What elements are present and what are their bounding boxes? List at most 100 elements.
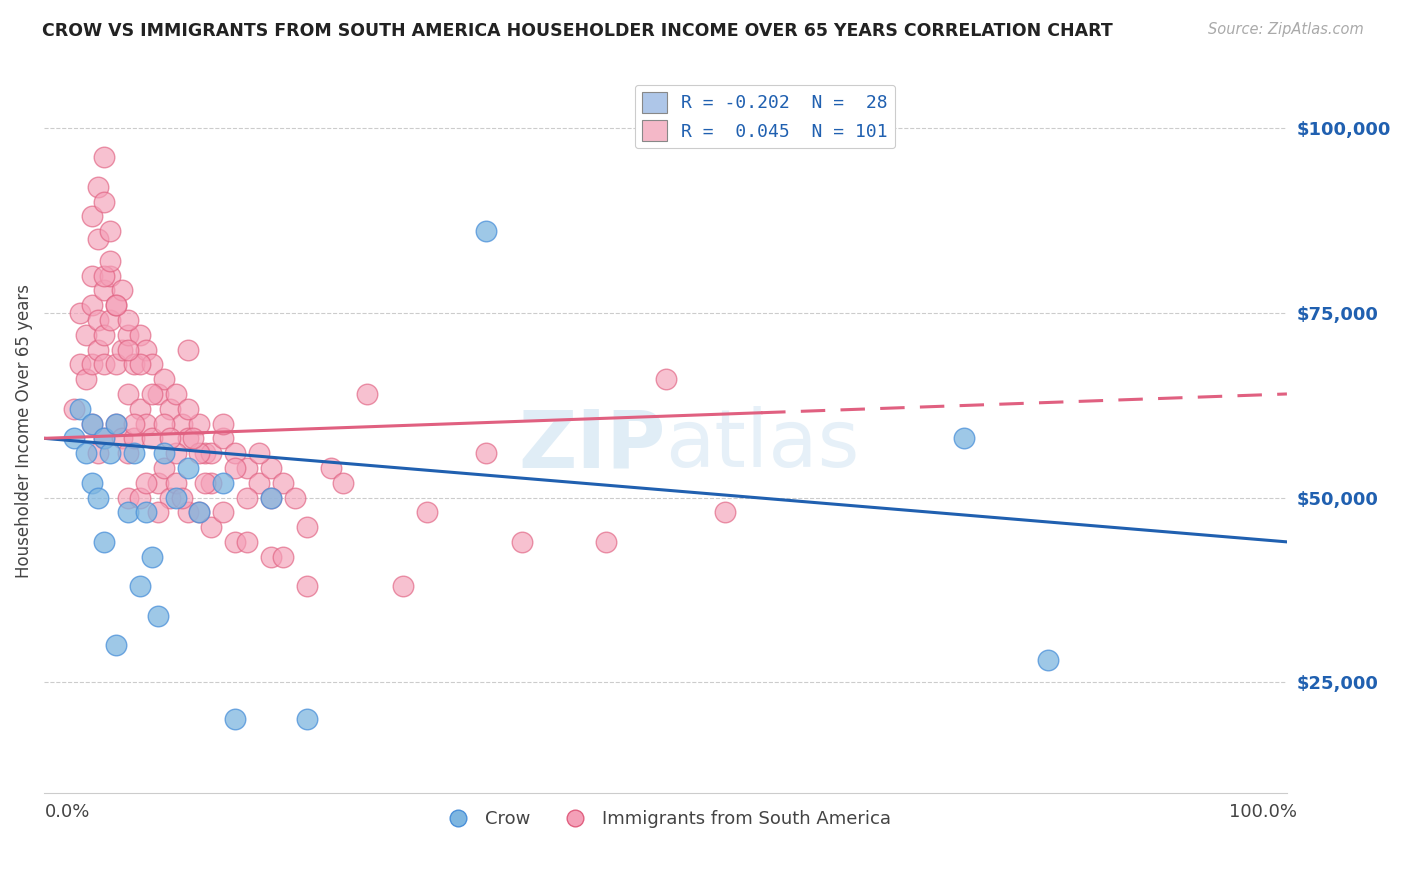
Point [128,491,150,505]
Point [146,505,169,519]
Point [80,475,103,490]
Point [159,431,181,445]
Point [93,150,115,164]
Point [93,431,115,445]
Point [271,475,294,490]
Point [117,505,139,519]
Y-axis label: Householder Income Over 65 years: Householder Income Over 65 years [15,284,32,578]
Point [117,446,139,460]
Point [80,357,103,371]
Text: CROW VS IMMIGRANTS FROM SOUTH AMERICA HOUSEHOLDER INCOME OVER 65 YEARS CORRELATI: CROW VS IMMIGRANTS FROM SOUTH AMERICA HO… [42,22,1114,40]
Legend: Crow, Immigrants from South America: Crow, Immigrants from South America [433,803,898,835]
Point [141,387,163,401]
Point [152,461,174,475]
Point [98,313,121,327]
Point [271,549,294,564]
Point [475,446,498,460]
Point [141,549,163,564]
Point [117,491,139,505]
Point [87,343,110,357]
Point [356,387,378,401]
Text: atlas: atlas [665,407,860,484]
Point [165,491,187,505]
Point [80,417,103,431]
Point [183,431,205,445]
Point [63,431,86,445]
Point [188,446,211,460]
Point [80,268,103,283]
Point [135,475,157,490]
Point [141,357,163,371]
Point [176,505,198,519]
Point [128,401,150,416]
Point [194,475,217,490]
Point [152,446,174,460]
Point [63,401,86,416]
Point [170,491,193,505]
Point [953,431,976,445]
Point [104,357,127,371]
Point [176,431,198,445]
Point [87,446,110,460]
Point [122,431,145,445]
Point [391,579,413,593]
Point [87,491,110,505]
Point [176,401,198,416]
Text: Source: ZipAtlas.com: Source: ZipAtlas.com [1208,22,1364,37]
Point [188,505,211,519]
Point [128,357,150,371]
Point [415,505,437,519]
Point [111,343,134,357]
Point [87,232,110,246]
Point [104,639,127,653]
Point [224,712,246,726]
Point [159,491,181,505]
Point [69,305,91,319]
Point [295,520,318,534]
Point [87,179,110,194]
Point [117,327,139,342]
Point [260,461,283,475]
Point [165,446,187,460]
Point [93,268,115,283]
Point [111,431,134,445]
Point [93,194,115,209]
Point [170,417,193,431]
Point [87,313,110,327]
Point [80,210,103,224]
Point [141,431,163,445]
Point [176,343,198,357]
Point [93,534,115,549]
Point [714,505,737,519]
Point [319,461,342,475]
Point [135,343,157,357]
Point [69,401,91,416]
Point [510,534,533,549]
Point [224,446,246,460]
Point [117,387,139,401]
Point [188,505,211,519]
Point [135,417,157,431]
Point [212,431,235,445]
Point [212,505,235,519]
Point [69,357,91,371]
Point [104,298,127,312]
Point [165,475,187,490]
Point [200,520,222,534]
Point [98,253,121,268]
Point [260,549,283,564]
Point [93,327,115,342]
Point [93,357,115,371]
Point [146,475,169,490]
Point [75,327,97,342]
Point [80,417,103,431]
Point [224,461,246,475]
Point [188,417,211,431]
Point [176,461,198,475]
Point [236,461,259,475]
Point [247,446,270,460]
Point [93,431,115,445]
Point [152,417,174,431]
Point [117,313,139,327]
Point [236,491,259,505]
